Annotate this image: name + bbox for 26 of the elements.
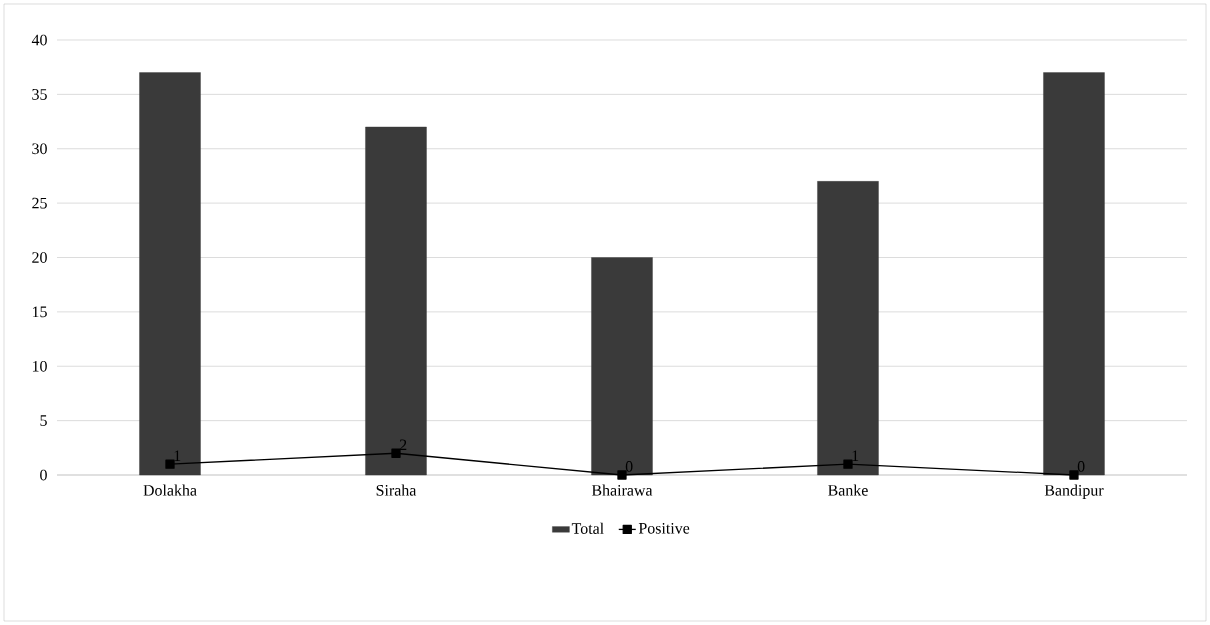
bar <box>1043 72 1105 476</box>
x-tick-label: Bandipur <box>1044 484 1104 499</box>
data-label: 2 <box>399 439 407 451</box>
data-label: 0 <box>625 461 633 472</box>
y-tick-label: 0 <box>40 469 47 481</box>
legend-label: Positive <box>638 522 690 534</box>
x-tick-label: Siraha <box>376 484 417 496</box>
y-tick-label: 30 <box>32 143 47 155</box>
y-tick-label: 35 <box>32 89 47 100</box>
y-tick-label: 5 <box>40 415 47 426</box>
y-tick-label: 15 <box>32 306 47 318</box>
data-label: 1 <box>852 450 859 461</box>
x-tick-label: Banke <box>828 484 868 496</box>
bar <box>365 126 427 476</box>
y-tick-label: 40 <box>31 34 47 46</box>
data-label: 0 <box>1077 461 1085 472</box>
bar <box>139 72 201 476</box>
y-tick-label: 25 <box>32 197 47 209</box>
data-label: 1 <box>174 450 181 461</box>
bar <box>817 181 879 476</box>
y-tick-label: 10 <box>32 360 47 372</box>
legend-label: Total <box>571 522 604 534</box>
y-tick-label: 20 <box>32 252 47 263</box>
x-tick-label: Dolakha <box>143 484 197 496</box>
bar <box>591 257 653 476</box>
x-tick-label: Bhairawa <box>591 484 653 496</box>
